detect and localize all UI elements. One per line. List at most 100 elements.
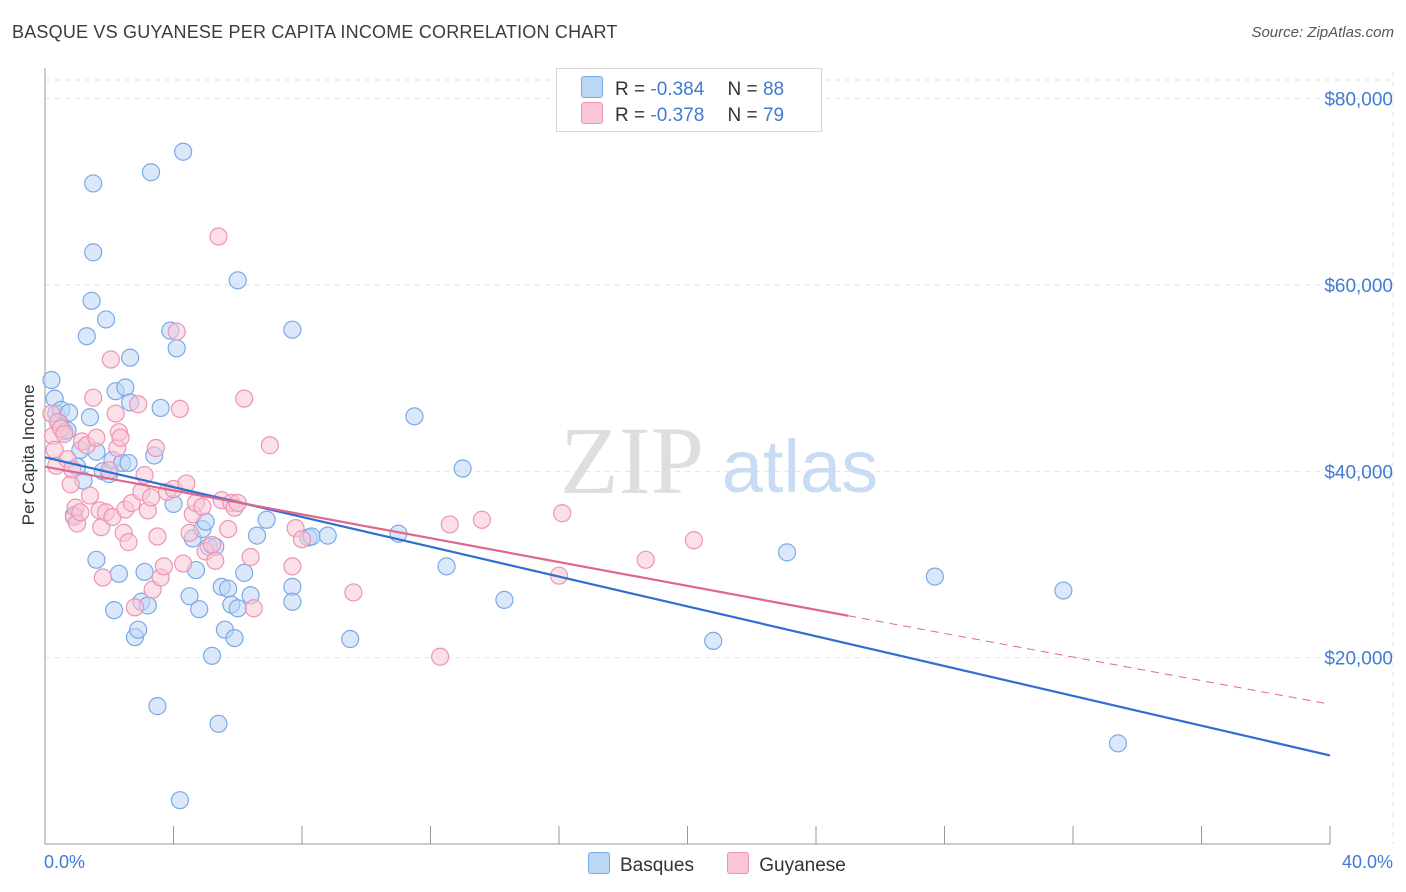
legend-label-basques: Basques — [620, 855, 694, 876]
grid-lines — [45, 72, 1394, 844]
legend-n-value: 88 — [762, 79, 785, 100]
basque-point — [1054, 581, 1073, 600]
basque-point — [135, 562, 154, 582]
legend-r-value: -0.384 — [650, 79, 705, 100]
guyanese-point — [472, 510, 491, 529]
basque-point — [777, 543, 797, 562]
guyanese-trend-extension — [848, 615, 1331, 705]
basque-point — [167, 339, 186, 358]
basque-point — [82, 291, 101, 310]
basque-point — [202, 646, 222, 665]
guyanese-point — [154, 557, 173, 576]
legend-item-guyanese[interactable]: Guyanese — [727, 852, 846, 877]
guyanese-point — [292, 530, 312, 549]
basque-point — [170, 791, 190, 810]
basque-points — [42, 142, 1128, 810]
legend-label-guyanese: Guyanese — [759, 855, 846, 876]
legend-r-label: R = — [615, 79, 646, 100]
guyanese-point — [241, 547, 260, 567]
guyanese-point — [193, 497, 212, 516]
guyanese-point — [174, 554, 193, 573]
legend-row-guyanese: R = -0.378 N = 79 — [581, 102, 784, 126]
y-tick-label: $80,000 — [1324, 90, 1393, 111]
legend-r-label: R = — [615, 105, 646, 126]
guyanese-points — [42, 227, 704, 666]
legend-n-label: N = — [727, 105, 758, 126]
basque-point — [257, 510, 276, 529]
source-label: Source: ZipAtlas.com — [1251, 24, 1394, 41]
basque-point — [77, 327, 96, 346]
axes — [44, 68, 1331, 845]
basque-point — [405, 407, 424, 426]
guyanese-point — [219, 519, 238, 539]
y-tick-label: $40,000 — [1324, 462, 1393, 483]
guyanese-point — [209, 227, 228, 246]
basque-point — [228, 599, 247, 618]
guyanese-point — [684, 531, 704, 550]
basque-point — [283, 592, 302, 611]
basque-point — [225, 628, 244, 648]
basque-point — [925, 567, 944, 586]
basque-point — [453, 459, 472, 478]
y-tick-label: $20,000 — [1324, 649, 1393, 670]
basque-point — [228, 271, 247, 290]
basque-point — [247, 526, 267, 545]
basque-point — [119, 453, 138, 473]
guyanese-point — [87, 428, 106, 447]
basque-point — [209, 714, 228, 733]
guyanese-point — [129, 395, 148, 414]
guyanese-point — [148, 527, 167, 546]
guyanese-point — [344, 583, 363, 602]
basque-point — [318, 526, 337, 545]
basque-point — [87, 550, 106, 569]
series-legend: Basques Guyanese — [588, 852, 874, 877]
guyanese-point — [206, 551, 225, 570]
guyanese-swatch — [727, 852, 750, 874]
basque-point — [190, 600, 209, 619]
chart-title: BASQUE VS GUYANESE PER CAPITA INCOME COR… — [12, 22, 618, 42]
guyanese-point — [235, 389, 254, 408]
guyanese-point — [440, 515, 459, 534]
legend-n-value: 79 — [762, 105, 785, 126]
watermark: ZIP atlas — [560, 407, 878, 514]
watermark-atlas: atlas — [722, 425, 878, 508]
guyanese-point — [636, 550, 655, 569]
basques-swatch — [581, 76, 603, 98]
guyanese-point — [93, 568, 112, 587]
basque-point — [180, 587, 199, 606]
tick-labels: $20,000 $40,000 $60,000 $80,000 — [1324, 90, 1393, 670]
basque-point — [109, 564, 128, 583]
basque-point — [121, 348, 140, 367]
basque-point — [96, 310, 116, 329]
guyanese-point — [431, 647, 450, 666]
guyanese-point — [141, 488, 161, 507]
legend-n-label: N = — [727, 79, 758, 100]
basque-point — [141, 163, 161, 182]
legend-r-value: -0.378 — [650, 105, 705, 126]
guyanese-point — [125, 598, 145, 617]
guyanese-point — [80, 486, 100, 505]
guyanese-point — [84, 388, 103, 407]
guyanese-point — [61, 475, 80, 494]
basque-point — [704, 631, 723, 650]
basque-point — [235, 563, 254, 582]
basque-point — [84, 243, 103, 262]
basque-point — [495, 590, 514, 609]
guyanese-point — [244, 599, 263, 618]
basque-point — [437, 557, 456, 576]
guyanese-point — [146, 438, 165, 458]
guyanese-point — [101, 350, 120, 369]
basque-point — [84, 174, 103, 193]
correlation-legend: R = -0.384 N = 88 R = -0.378 N = 79 — [556, 68, 822, 132]
legend-item-basques[interactable]: Basques — [588, 852, 694, 877]
guyanese-point — [180, 523, 199, 542]
basque-point — [174, 142, 193, 161]
legend-row-basques: R = -0.384 N = 88 — [581, 76, 784, 100]
guyanese-point — [167, 322, 186, 341]
basque-point — [151, 398, 170, 418]
basque-point — [341, 629, 360, 649]
basque-point — [1108, 734, 1128, 753]
guyanese-point — [202, 535, 222, 555]
x-tick-label-min: 0.0% — [44, 852, 85, 872]
basque-point — [104, 601, 124, 620]
